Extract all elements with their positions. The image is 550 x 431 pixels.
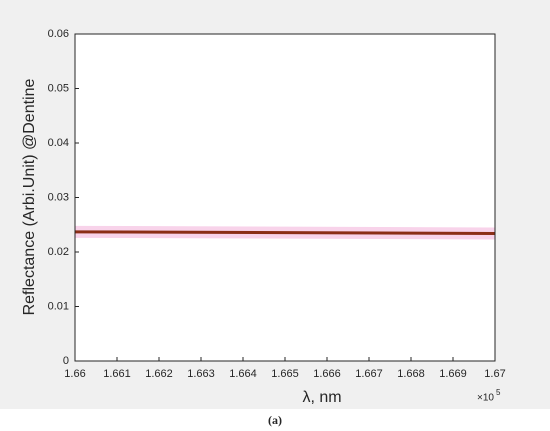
y-tick-label: 0.03 xyxy=(48,191,69,203)
x-tick-label: 1.67 xyxy=(484,368,505,380)
x-axis-label: λ, nm xyxy=(302,389,341,406)
x-tick-label: 1.666 xyxy=(313,368,341,380)
x-tick-label: 1.66 xyxy=(64,368,85,380)
x-tick-label: 1.662 xyxy=(145,368,173,380)
plot-area xyxy=(75,34,495,361)
x-tick-label: 1.661 xyxy=(103,368,131,380)
y-axis-label: Reflectance (Arbi.Unit) @Dentine xyxy=(21,79,38,316)
x-tick-label: 1.665 xyxy=(271,368,299,380)
y-tick-label: 0.02 xyxy=(48,246,69,258)
x-tick-label: 1.668 xyxy=(397,368,425,380)
x-tick-label: 1.663 xyxy=(187,368,215,380)
y-tick-label: 0.04 xyxy=(48,137,69,149)
x-tick-label: 1.664 xyxy=(229,368,257,380)
data-line xyxy=(74,230,496,235)
y-tick-label: 0.06 xyxy=(48,28,69,40)
x-tick-label: 1.667 xyxy=(355,368,383,380)
x-tick-label: 1.669 xyxy=(439,368,467,380)
caption: (a) xyxy=(268,413,282,427)
x-scale-exponent: 5 xyxy=(496,388,501,397)
x-scale-base: ×10 xyxy=(477,393,494,404)
y-tick-label: 0.05 xyxy=(48,82,69,94)
y-tick-label: 0.01 xyxy=(48,300,69,312)
y-tick-label: 0 xyxy=(63,355,69,367)
